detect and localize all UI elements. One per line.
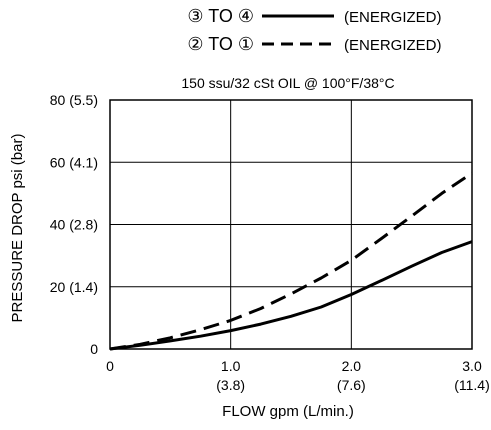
x-tick-label: 0 (106, 358, 114, 374)
grid (110, 100, 472, 349)
y-tick-label: 40 (2.8) (50, 217, 98, 233)
chart-subtitle: 150 ssu/32 cSt OIL @ 100°F/38°C (181, 75, 394, 91)
plot-frame-rect (109, 99, 473, 350)
y-tick-label: 60 (4.1) (50, 154, 98, 170)
legend-suffix: (ENERGIZED) (344, 9, 442, 26)
x-tick-sublabel: (11.4) (454, 377, 490, 393)
x-tick-label: 1.0 (221, 358, 241, 374)
x-tick-sublabel: (3.8) (216, 377, 245, 393)
y-tick-label: 80 (5.5) (50, 92, 98, 108)
y-tick-label: 20 (1.4) (50, 279, 98, 295)
x-tick-sublabel: (7.6) (337, 377, 366, 393)
legend-suffix: (ENERGIZED) (344, 37, 442, 54)
legend-from-to: ② TO ① (187, 34, 254, 54)
plot-frame (109, 99, 473, 350)
y-axis-ticks: 0 20 (1.4) 40 (2.8) 60 (4.1) 80 (5.5) (50, 92, 98, 357)
legend-from-to: ③ TO ④ (187, 6, 254, 26)
legend: ③ TO ④ (ENERGIZED) ② TO ① (ENERGIZED) (187, 6, 441, 54)
x-axis-label: FLOW gpm (L/min.) (222, 403, 354, 420)
x-tick-label: 2.0 (342, 358, 362, 374)
y-axis-label: PRESSURE DROP psi (bar) (9, 134, 26, 323)
series-line-solid (109, 240, 473, 351)
x-tick-label: 3.0 (462, 358, 482, 374)
y-tick-label: 0 (90, 341, 98, 357)
x-axis-ticks: 0 1.0 (3.8) 2.0 (7.6) 3.0 (11.4) (106, 358, 490, 393)
series-line-dashed (109, 171, 473, 351)
series-layer (109, 171, 473, 351)
